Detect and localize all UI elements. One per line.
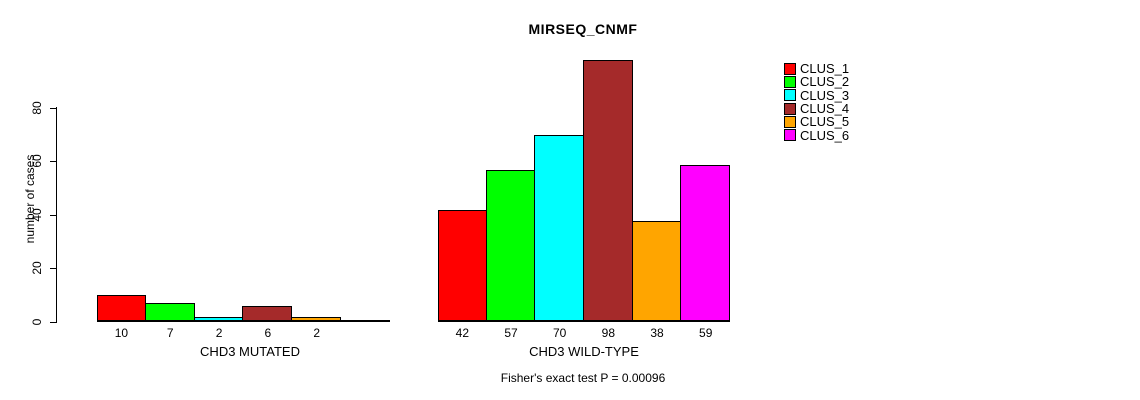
legend-swatch [784,129,796,142]
y-tick [50,161,57,162]
bar-value-labels-mutated: 10 7 2 6 2 [97,326,390,340]
chart-title: MIRSEQ_CNMF [528,21,638,37]
y-tick [50,215,57,216]
bar-value-label: 59 [699,326,713,340]
bar-clus_1 [438,210,487,322]
legend-item: CLUS_4 [784,102,849,115]
legend-item: CLUS_6 [784,127,850,143]
x-baseline-wildtype [438,320,730,322]
bar-value-label: 38 [650,326,664,340]
bar-value-label: 70 [553,326,567,340]
legend-swatch [784,102,796,115]
fisher-test-annotation: Fisher's exact test P = 0.00096 [500,371,666,385]
bar-slot [485,170,536,322]
bar-value-label [341,326,390,340]
bar-value-label: 7 [166,326,174,340]
legend-label: CLUS_5 [800,114,850,130]
legend-label: CLUS_3 [800,87,850,103]
bar-value-label: 6 [264,326,272,340]
legend-item: CLUS_2 [784,75,849,88]
bar-value-labels-wildtype: 42 57 70 98 38 59 [438,326,730,340]
legend-item: CLUS_5 [784,115,849,128]
x-baseline-mutated [97,320,390,322]
bar-value-label: 57 [504,326,518,340]
group-title-mutated: CHD3 MUTATED [200,344,300,359]
legend-swatch [784,75,796,88]
bar-slot [97,295,146,322]
legend-swatch [784,89,796,102]
bar-slot [631,221,682,322]
legend: CLUS_1 CLUS_2 CLUS_3 CLUS_4 CLUS_5 CLUS_6 [784,62,849,142]
y-tick [50,268,57,269]
legend-item: CLUS_1 [784,62,849,75]
bar-slot [680,165,731,322]
bar-slot [583,60,633,322]
bar-value-label: 98 [601,326,616,340]
legend-label: CLUS_2 [800,74,850,90]
bar-slot [438,210,487,322]
y-axis-label: number of cases [23,154,37,244]
bar-group-mutated [97,42,390,322]
legend-label: CLUS_6 [800,127,850,143]
bar-clus_3 [534,135,585,322]
legend-label: CLUS_4 [800,101,850,117]
bar-group-wildtype [438,42,731,322]
legend-label: CLUS_1 [800,61,850,77]
bar-clus_5 [631,221,682,322]
legend-swatch [784,62,796,75]
legend-swatch [784,115,796,128]
bar-clus_6 [680,165,731,322]
bar-value-label: 2 [215,326,223,340]
bar-clus_2 [485,170,536,322]
y-tick [50,322,57,323]
bar-value-label: 2 [313,326,321,340]
bar-slot [534,135,585,322]
bar-value-label: 42 [455,326,470,340]
bar-value-label: 10 [114,326,129,340]
group-title-wildtype: CHD3 WILD-TYPE [529,344,639,359]
bar-clus_4 [583,60,633,322]
bar-clus_1 [97,295,146,322]
legend-item: CLUS_3 [784,89,849,102]
y-tick [50,108,57,109]
y-axis-line [56,107,57,322]
